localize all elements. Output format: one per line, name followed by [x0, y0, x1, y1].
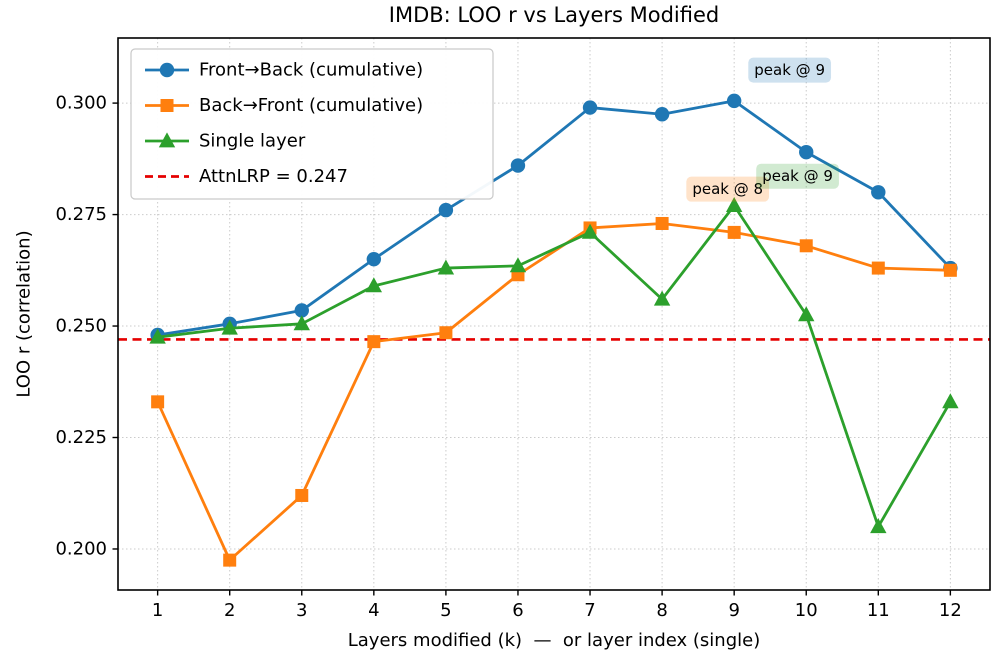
- x-tick-label: 6: [512, 600, 523, 621]
- marker-triangle: [509, 257, 527, 273]
- x-axis-label: Layers modified (k) — or layer index (si…: [347, 630, 761, 651]
- marker-circle: [510, 158, 526, 173]
- annotation: peak @ 8: [686, 176, 770, 202]
- legend-label: Single layer: [199, 131, 306, 152]
- marker-triangle: [653, 290, 671, 306]
- legend-label: AttnLRP = 0.247: [199, 166, 348, 187]
- plot-border: [117, 37, 991, 591]
- marker-circle: [294, 303, 309, 318]
- marker-square: [871, 261, 885, 275]
- y-axis-label: LOO r (correlation): [13, 230, 35, 398]
- annotation-box: [748, 57, 832, 83]
- marker-square: [727, 225, 741, 239]
- marker-circle: [654, 107, 670, 122]
- marker-triangle: [158, 132, 176, 148]
- marker-triangle: [870, 518, 887, 534]
- chart-title: IMDB: LOO r vs Layers Modified: [388, 3, 720, 27]
- marker-square: [367, 335, 381, 349]
- legend-label: Front→Back (cumulative): [199, 60, 423, 81]
- x-tick-label: 1: [152, 600, 163, 621]
- marker-circle: [726, 93, 742, 109]
- marker-circle: [871, 185, 886, 200]
- marker-square: [295, 488, 309, 502]
- y-tick-label: 0.250: [55, 316, 107, 337]
- series-single-layer: [149, 197, 959, 534]
- marker-circle: [159, 62, 175, 78]
- marker-square: [655, 216, 669, 230]
- marker-triangle: [149, 328, 166, 344]
- series-line: [157, 204, 952, 529]
- marker-triangle: [581, 223, 599, 239]
- marker-square: [799, 239, 813, 253]
- x-tick-label: 7: [584, 600, 595, 621]
- series-line: [156, 222, 951, 562]
- marker-circle: [366, 251, 382, 267]
- marker-square: [439, 326, 453, 340]
- annotation-box: [686, 176, 770, 202]
- marker-circle: [582, 100, 598, 115]
- marker-square: [151, 395, 165, 409]
- y-tick-label: 0.200: [55, 538, 107, 559]
- x-tick-label: 11: [867, 600, 890, 621]
- legend-item-attnlrp-0-247: AttnLRP = 0.247: [145, 166, 348, 187]
- marker-circle: [438, 202, 454, 218]
- annotation: peak @ 9: [756, 163, 839, 189]
- x-tick-label: 3: [296, 600, 307, 621]
- annotation: peak @ 9: [748, 57, 832, 83]
- marker-square: [943, 263, 957, 277]
- marker-triangle: [725, 197, 743, 213]
- legend-item-single-layer: Single layer: [145, 131, 306, 152]
- legend-label: Back→Front (cumulative): [199, 95, 423, 116]
- legend-item-front-back-cumulative: Front→Back (cumulative): [145, 60, 423, 81]
- y-tick-label: 0.300: [55, 93, 107, 114]
- annotation-text: peak @ 9: [762, 167, 833, 185]
- marker-square: [223, 553, 237, 567]
- marker-triangle: [437, 259, 455, 275]
- y-tick-label: 0.225: [55, 427, 107, 448]
- marker-square: [160, 99, 174, 112]
- x-tick-label: 4: [368, 600, 379, 621]
- series-back-front-cumulative: [151, 216, 957, 567]
- legend-box: [130, 48, 494, 200]
- marker-triangle: [798, 306, 815, 322]
- annotation-box: [756, 163, 839, 189]
- marker-triangle: [365, 277, 383, 293]
- x-tick-label: 10: [795, 600, 818, 621]
- series-line: [157, 99, 952, 337]
- marker-triangle: [293, 315, 310, 331]
- x-tick-label: 9: [728, 600, 739, 621]
- marker-triangle: [942, 393, 959, 409]
- annotation-text: peak @ 8: [692, 180, 763, 198]
- marker-triangle: [221, 319, 238, 335]
- legend: Front→Back (cumulative) Back→Front (cumul…: [130, 48, 494, 200]
- x-tick-label: 12: [939, 600, 962, 621]
- x-tick-label: 2: [224, 600, 235, 621]
- y-tick-label: 0.275: [55, 204, 107, 225]
- annotation-text: peak @ 9: [754, 61, 825, 79]
- marker-circle: [799, 144, 814, 160]
- x-tick-label: 5: [440, 600, 451, 621]
- legend-item-back-front-cumulative: Back→Front (cumulative): [145, 95, 423, 116]
- x-tick-label: 8: [656, 600, 667, 621]
